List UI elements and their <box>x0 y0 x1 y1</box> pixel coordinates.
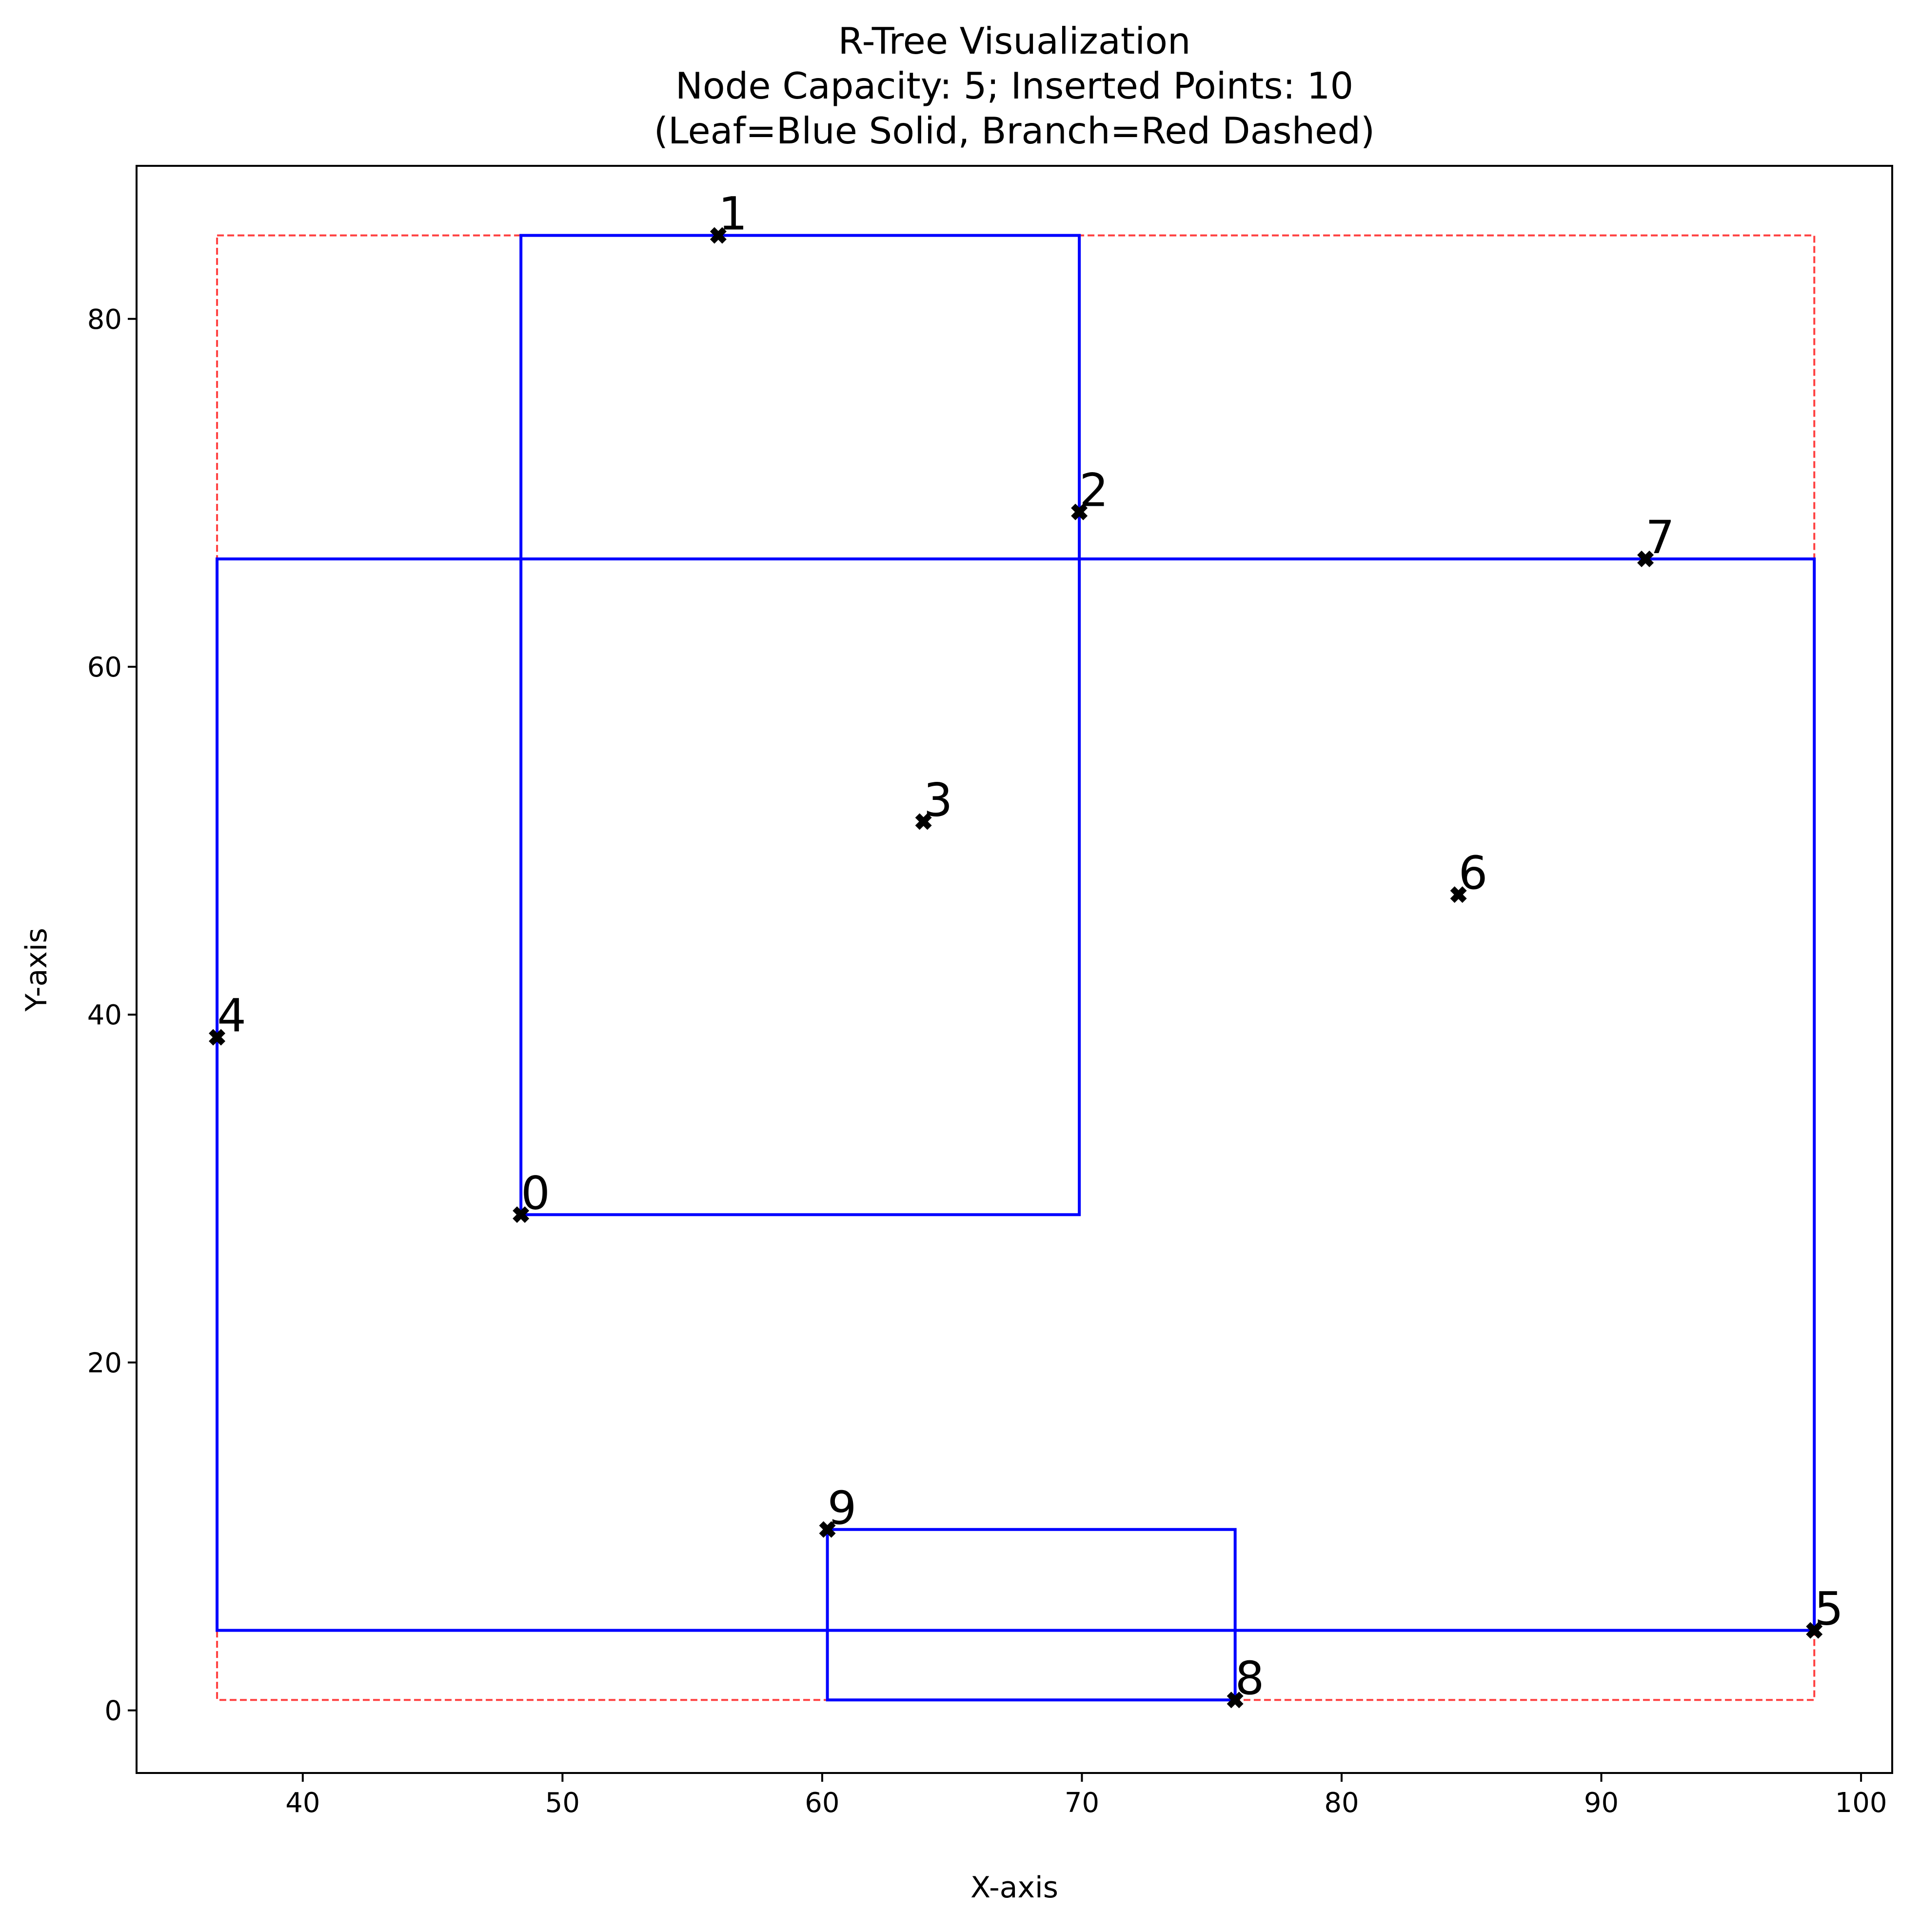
point-label: 9 <box>828 1482 857 1535</box>
x-tick-50: 50 <box>545 1773 580 1819</box>
x-tick-80: 80 <box>1324 1773 1359 1819</box>
x-tick-label: 90 <box>1584 1787 1619 1819</box>
point-0: 0 <box>513 1167 550 1223</box>
title-line-1: R-Tree Visualization <box>838 20 1190 62</box>
point-marker-x <box>1071 503 1088 520</box>
y-tick-40: 40 <box>87 999 137 1031</box>
rectangles-layer <box>216 234 1816 1702</box>
y-tick-label: 60 <box>87 652 122 683</box>
y-tick-0: 0 <box>104 1695 137 1727</box>
x-tick-60: 60 <box>805 1773 840 1819</box>
point-marker-x <box>1450 886 1467 903</box>
point-label: 6 <box>1459 847 1488 900</box>
point-2: 2 <box>1071 464 1108 520</box>
x-tick-90: 90 <box>1584 1773 1619 1819</box>
point-marker-x <box>1806 1622 1823 1639</box>
point-3: 3 <box>915 774 953 830</box>
point-label: 3 <box>924 774 953 827</box>
point-marker-x <box>915 813 932 830</box>
point-9: 9 <box>819 1482 857 1538</box>
x-tick-label: 80 <box>1324 1787 1359 1819</box>
point-1: 1 <box>710 188 748 244</box>
title-line-3: (Leaf=Blue Solid, Branch=Red Dashed) <box>654 109 1375 152</box>
x-tick-label: 60 <box>805 1787 839 1819</box>
x-tick-40: 40 <box>285 1773 320 1819</box>
y-tick-label: 40 <box>87 999 122 1031</box>
point-marker-x <box>513 1206 530 1223</box>
point-4: 4 <box>209 990 246 1046</box>
point-label: 2 <box>1079 464 1108 518</box>
x-tick-label: 70 <box>1065 1787 1099 1819</box>
y-tick-20: 20 <box>87 1347 137 1379</box>
plot-area: 0 1 2 3 4 5 6 7 8 9 <box>209 188 1843 1709</box>
leaf-node-rect-2 <box>216 557 1816 1632</box>
y-tick-label: 20 <box>87 1347 122 1379</box>
axes-frame <box>136 165 1893 1774</box>
point-label: 8 <box>1235 1652 1265 1705</box>
x-tick-label: 100 <box>1835 1787 1887 1819</box>
point-7: 7 <box>1637 511 1675 567</box>
y-tick-label: 0 <box>104 1695 122 1727</box>
point-marker-x <box>710 227 727 244</box>
point-marker-x <box>1637 550 1654 567</box>
x-tick-label: 40 <box>285 1787 320 1819</box>
points-layer: 0 1 2 3 4 5 6 7 8 9 <box>209 188 1843 1709</box>
x-tick-100: 100 <box>1835 1773 1887 1819</box>
point-label: 5 <box>1814 1583 1843 1636</box>
x-tick-label: 50 <box>545 1787 580 1819</box>
x-ticks: 40 50 60 70 80 90 100 <box>285 1773 1887 1819</box>
y-tick-label: 80 <box>87 304 122 336</box>
x-axis-label: X-axis <box>970 1871 1058 1905</box>
y-tick-60: 60 <box>87 652 137 683</box>
point-5: 5 <box>1806 1583 1843 1639</box>
leaf-node-rect-1 <box>519 234 1081 1216</box>
point-marker-x <box>819 1521 836 1538</box>
point-label: 1 <box>718 188 748 241</box>
leaf-node-rect-3 <box>826 1528 1237 1702</box>
point-label: 7 <box>1645 511 1675 564</box>
point-label: 0 <box>521 1167 550 1220</box>
y-tick-80: 80 <box>87 304 137 336</box>
x-tick-70: 70 <box>1065 1773 1099 1819</box>
point-label: 4 <box>217 990 246 1043</box>
y-axis-label: Y-axis <box>20 928 54 1012</box>
point-6: 6 <box>1450 847 1488 903</box>
chart-title: R-Tree Visualization Node Capacity: 5; I… <box>654 20 1375 152</box>
title-line-2: Node Capacity: 5; Inserted Points: 10 <box>675 64 1353 107</box>
y-ticks: 0 20 40 60 80 <box>87 304 137 1727</box>
point-8: 8 <box>1227 1652 1265 1709</box>
point-marker-x <box>1227 1692 1244 1709</box>
point-marker-x <box>209 1029 226 1046</box>
